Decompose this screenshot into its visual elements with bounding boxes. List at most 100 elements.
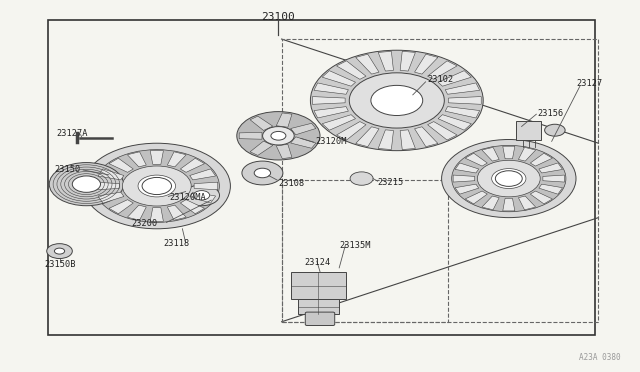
Polygon shape: [531, 191, 552, 204]
Polygon shape: [337, 61, 366, 79]
FancyBboxPatch shape: [305, 312, 335, 326]
Text: 23120M: 23120M: [315, 137, 346, 146]
Circle shape: [142, 177, 172, 195]
Polygon shape: [415, 54, 438, 74]
Polygon shape: [438, 115, 472, 130]
Circle shape: [545, 124, 565, 136]
Polygon shape: [98, 192, 124, 203]
Polygon shape: [455, 184, 479, 194]
Circle shape: [452, 145, 566, 212]
Text: 23118: 23118: [163, 239, 189, 248]
Bar: [173, 181, 191, 202]
Polygon shape: [400, 130, 415, 150]
Text: 23135M: 23135M: [339, 241, 371, 250]
Text: 23127: 23127: [576, 79, 602, 88]
Circle shape: [349, 73, 444, 128]
Bar: [282, 39, 598, 322]
Polygon shape: [291, 137, 316, 148]
Polygon shape: [194, 182, 218, 190]
Polygon shape: [518, 196, 536, 210]
Polygon shape: [312, 97, 345, 104]
Polygon shape: [109, 200, 133, 214]
Polygon shape: [239, 132, 262, 139]
Polygon shape: [276, 144, 292, 158]
Polygon shape: [322, 71, 356, 86]
Polygon shape: [482, 147, 499, 161]
Polygon shape: [167, 152, 186, 167]
Polygon shape: [276, 113, 292, 127]
Polygon shape: [400, 51, 415, 71]
Circle shape: [271, 131, 286, 140]
Polygon shape: [127, 205, 147, 220]
Polygon shape: [356, 54, 379, 74]
Polygon shape: [150, 151, 163, 164]
Text: 23102: 23102: [428, 76, 454, 84]
Circle shape: [242, 161, 283, 185]
Circle shape: [262, 126, 294, 145]
Text: 23150B: 23150B: [44, 260, 76, 269]
Text: 23215: 23215: [378, 178, 404, 187]
Circle shape: [72, 176, 100, 192]
Polygon shape: [314, 83, 348, 94]
Polygon shape: [543, 175, 564, 182]
Polygon shape: [428, 61, 457, 79]
Polygon shape: [378, 130, 394, 150]
Circle shape: [495, 171, 522, 186]
Circle shape: [49, 163, 124, 206]
Circle shape: [492, 169, 526, 189]
Polygon shape: [539, 163, 563, 173]
Polygon shape: [465, 153, 487, 166]
Circle shape: [138, 175, 175, 197]
Text: 23156: 23156: [538, 109, 564, 118]
Polygon shape: [445, 83, 479, 94]
Circle shape: [237, 112, 320, 160]
Polygon shape: [428, 122, 457, 140]
Polygon shape: [503, 198, 515, 211]
Circle shape: [83, 143, 230, 229]
FancyBboxPatch shape: [291, 272, 346, 299]
Polygon shape: [438, 71, 472, 86]
Text: 23124: 23124: [304, 258, 330, 267]
Polygon shape: [291, 123, 316, 135]
Bar: [48, 20, 595, 335]
Polygon shape: [455, 163, 479, 173]
Circle shape: [94, 150, 220, 222]
Circle shape: [193, 190, 210, 200]
Polygon shape: [449, 97, 481, 104]
Circle shape: [477, 160, 540, 197]
Polygon shape: [250, 141, 273, 155]
Polygon shape: [250, 116, 273, 131]
Text: 23108: 23108: [278, 179, 305, 187]
Polygon shape: [314, 107, 348, 118]
Text: 23150: 23150: [54, 165, 81, 174]
Text: 23120MA: 23120MA: [170, 193, 206, 202]
Polygon shape: [453, 175, 475, 182]
Polygon shape: [465, 191, 487, 204]
Circle shape: [350, 172, 373, 185]
Polygon shape: [531, 153, 552, 166]
Text: 23100: 23100: [262, 12, 295, 22]
Polygon shape: [445, 107, 479, 118]
Circle shape: [195, 191, 209, 199]
Circle shape: [310, 50, 483, 151]
Polygon shape: [167, 205, 186, 220]
Polygon shape: [127, 152, 147, 167]
Polygon shape: [356, 127, 379, 147]
Polygon shape: [98, 169, 124, 180]
Polygon shape: [189, 192, 216, 203]
Text: 23200: 23200: [131, 219, 157, 228]
Polygon shape: [482, 196, 499, 210]
Polygon shape: [109, 158, 133, 172]
Polygon shape: [539, 184, 563, 194]
Polygon shape: [180, 158, 205, 172]
Polygon shape: [322, 115, 356, 130]
FancyBboxPatch shape: [298, 299, 339, 314]
Polygon shape: [96, 182, 120, 190]
Polygon shape: [518, 147, 536, 161]
Bar: [282, 180, 448, 322]
Bar: [516, 121, 541, 140]
Circle shape: [54, 248, 65, 254]
Circle shape: [371, 86, 423, 115]
Polygon shape: [378, 51, 394, 71]
Polygon shape: [180, 200, 205, 214]
